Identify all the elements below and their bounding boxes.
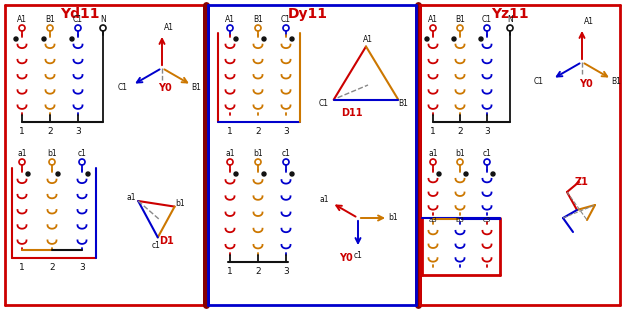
Text: Y0: Y0 xyxy=(158,83,172,93)
Text: b1: b1 xyxy=(388,214,398,223)
Text: a3: a3 xyxy=(429,217,437,223)
Text: b1: b1 xyxy=(175,199,185,208)
Text: 2: 2 xyxy=(255,267,261,276)
Text: 1: 1 xyxy=(227,267,233,276)
Text: b1: b1 xyxy=(253,148,263,157)
Text: B1: B1 xyxy=(455,15,465,24)
Text: b1: b1 xyxy=(47,148,57,157)
Circle shape xyxy=(26,172,30,176)
Circle shape xyxy=(70,37,74,41)
Circle shape xyxy=(14,37,18,41)
Circle shape xyxy=(437,172,441,176)
Text: A1: A1 xyxy=(428,15,438,24)
Text: 2: 2 xyxy=(457,126,463,135)
Text: D11: D11 xyxy=(341,108,363,118)
Text: N: N xyxy=(507,15,513,24)
Text: A1: A1 xyxy=(225,15,235,24)
Text: b3: b3 xyxy=(456,217,464,223)
Circle shape xyxy=(425,37,429,41)
Text: c1: c1 xyxy=(482,148,492,157)
Text: A1: A1 xyxy=(363,35,373,44)
Text: N: N xyxy=(100,15,106,24)
Text: 3: 3 xyxy=(283,267,289,276)
Text: a1: a1 xyxy=(428,148,438,157)
Circle shape xyxy=(290,37,294,41)
Circle shape xyxy=(452,37,456,41)
Text: 3: 3 xyxy=(484,126,490,135)
Text: C1: C1 xyxy=(319,99,329,108)
Circle shape xyxy=(234,37,238,41)
Text: B1: B1 xyxy=(253,15,263,24)
Text: B1: B1 xyxy=(192,82,202,91)
Text: A1: A1 xyxy=(164,24,174,33)
Text: c1: c1 xyxy=(77,148,87,157)
Circle shape xyxy=(262,172,266,176)
Text: Y0: Y0 xyxy=(339,253,353,263)
Text: C1: C1 xyxy=(117,82,127,91)
Text: 3: 3 xyxy=(75,126,81,135)
Text: b1: b1 xyxy=(455,148,465,157)
Text: c1: c1 xyxy=(152,241,160,250)
Text: B1: B1 xyxy=(398,99,408,108)
Text: D1: D1 xyxy=(160,237,174,246)
Text: Dy11: Dy11 xyxy=(288,7,328,21)
Text: 1: 1 xyxy=(19,126,25,135)
Circle shape xyxy=(464,172,468,176)
Text: Y0: Y0 xyxy=(579,79,593,89)
Text: B1: B1 xyxy=(45,15,55,24)
Text: A1: A1 xyxy=(584,17,594,26)
Text: B1: B1 xyxy=(612,77,622,86)
Text: C1: C1 xyxy=(281,15,291,24)
Text: 1: 1 xyxy=(19,263,25,272)
Text: 1: 1 xyxy=(227,126,233,135)
Text: 3: 3 xyxy=(79,263,85,272)
Text: C1: C1 xyxy=(482,15,492,24)
Circle shape xyxy=(42,37,46,41)
Text: a1: a1 xyxy=(319,196,329,205)
Text: C1: C1 xyxy=(73,15,83,24)
Text: Yz11: Yz11 xyxy=(491,7,529,21)
Text: 1: 1 xyxy=(430,126,436,135)
Circle shape xyxy=(479,37,483,41)
Text: c1: c1 xyxy=(281,148,290,157)
Circle shape xyxy=(491,172,495,176)
Text: C1: C1 xyxy=(534,77,544,86)
Text: 3: 3 xyxy=(283,126,289,135)
Circle shape xyxy=(234,172,238,176)
Text: A1: A1 xyxy=(17,15,27,24)
Text: 2: 2 xyxy=(49,263,55,272)
Text: 2: 2 xyxy=(47,126,53,135)
Circle shape xyxy=(86,172,90,176)
Circle shape xyxy=(290,172,294,176)
Text: c1: c1 xyxy=(354,251,363,260)
Text: a1: a1 xyxy=(17,148,27,157)
Text: c3: c3 xyxy=(483,217,491,223)
Circle shape xyxy=(56,172,60,176)
Text: Z1: Z1 xyxy=(575,177,589,187)
Text: a1: a1 xyxy=(127,193,136,202)
Text: Yd11: Yd11 xyxy=(61,7,100,21)
Text: a1: a1 xyxy=(225,148,235,157)
Circle shape xyxy=(262,37,266,41)
Text: 2: 2 xyxy=(255,126,261,135)
